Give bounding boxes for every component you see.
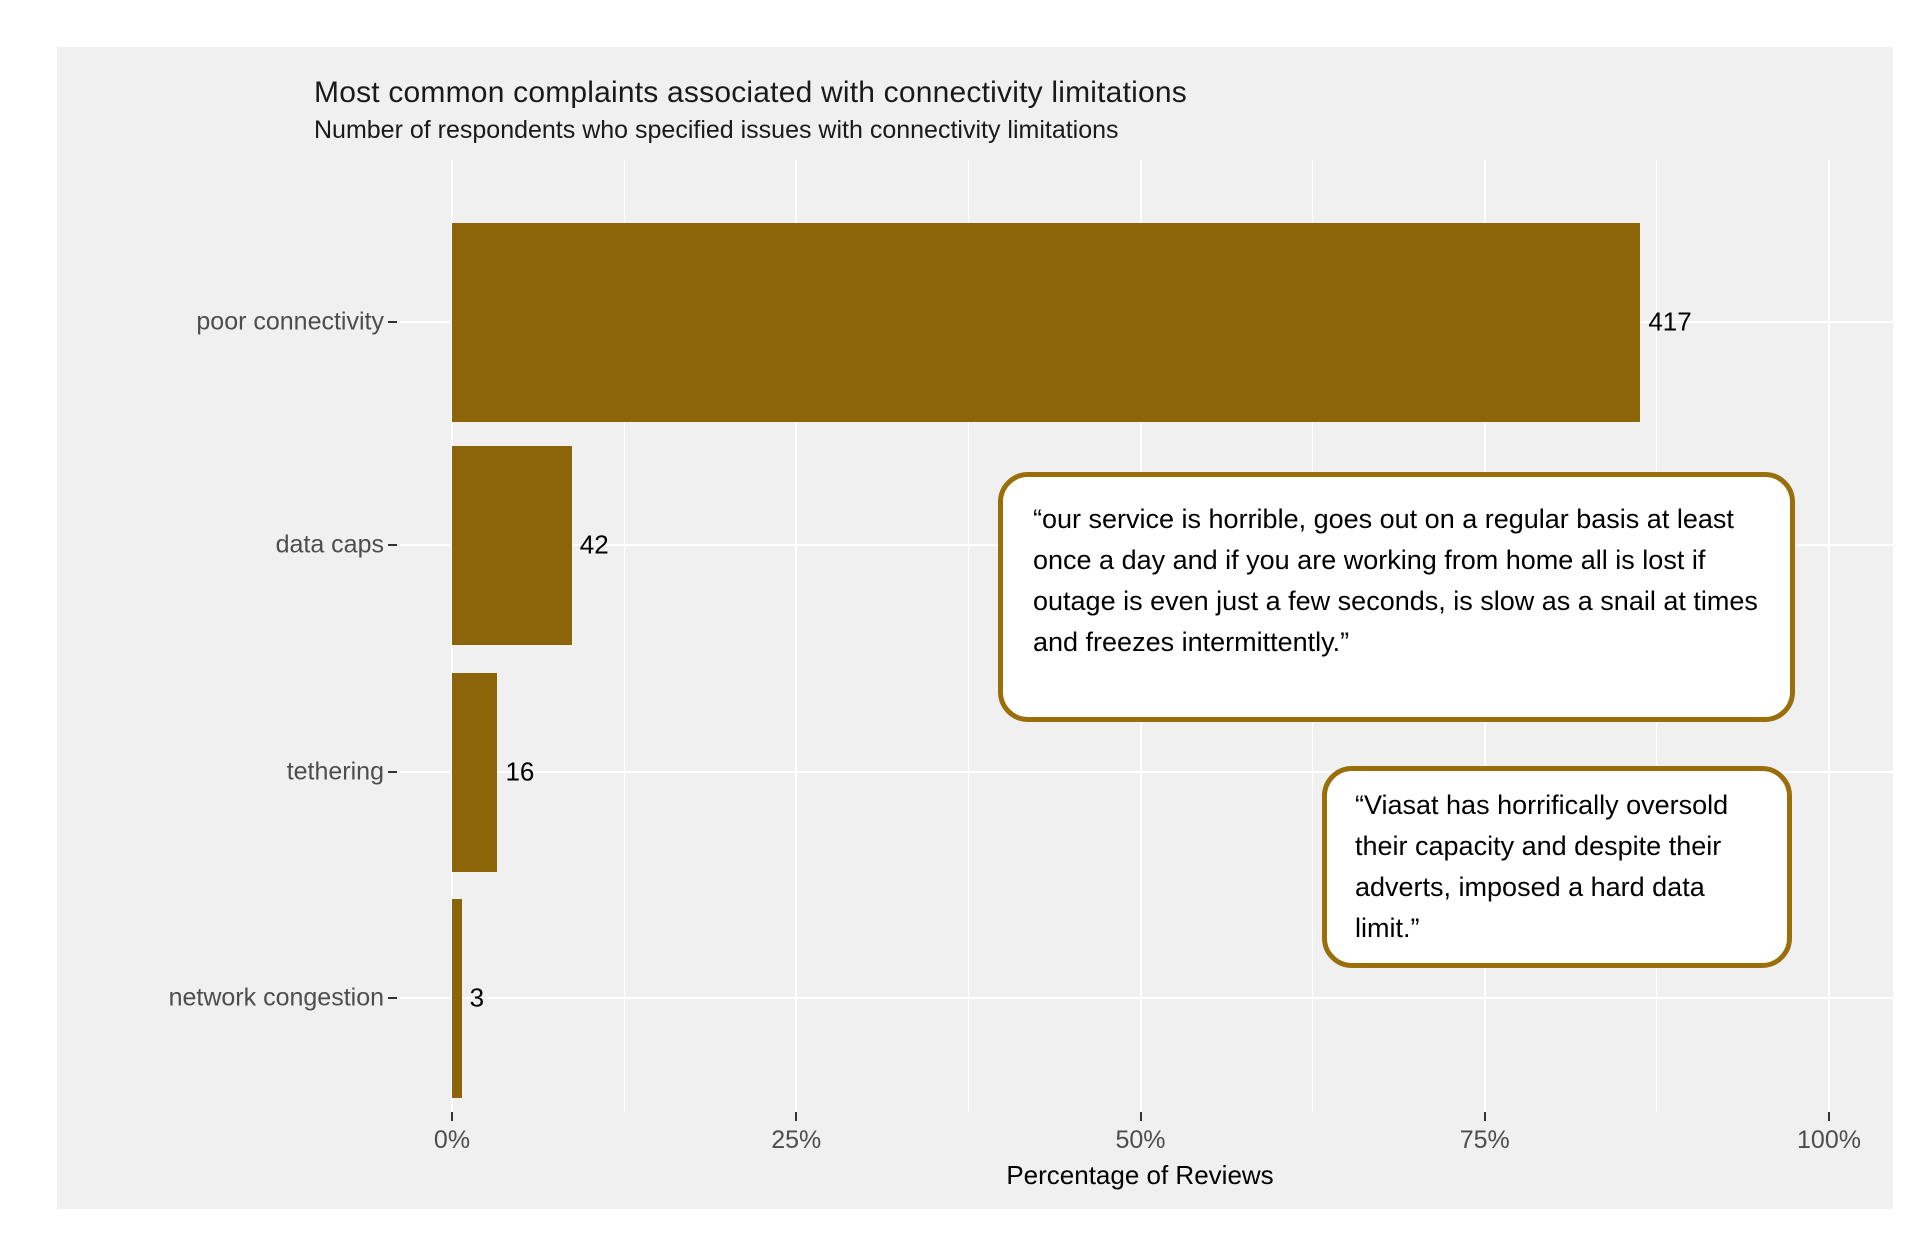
bar-poor-connectivity <box>452 222 1641 422</box>
bar-value-label: 3 <box>469 982 485 1013</box>
quote-annotation-text-1: “our service is horrible, goes out on a … <box>1033 504 1758 657</box>
x-axis-title: Percentage of Reviews <box>1006 1160 1274 1190</box>
x-minor-gridline <box>623 160 625 1112</box>
x-axis-tick-label: 25% <box>771 1126 822 1154</box>
x-major-gridline <box>795 160 798 1112</box>
y-axis-label-data-caps: data caps <box>275 530 384 559</box>
y-axis-label-poor-connectivity: poor connectivity <box>196 307 384 336</box>
y-axis-tick <box>388 997 397 999</box>
x-axis-tick <box>795 1112 798 1121</box>
x-axis-tick-label: 75% <box>1459 1126 1510 1154</box>
quote-annotation-box-1: “our service is horrible, goes out on a … <box>998 472 1795 722</box>
y-axis-tick <box>388 544 397 546</box>
bar-value-label: 16 <box>505 756 535 787</box>
chart-subtitle: Number of respondents who specified issu… <box>314 116 1119 144</box>
x-axis-tick <box>1828 1112 1830 1121</box>
y-axis-tick <box>388 771 397 773</box>
quote-annotation-text-2: “Viasat has horrifically oversold their … <box>1355 790 1729 943</box>
x-axis-tick-label: 100% <box>1797 1126 1861 1154</box>
bar-value-label: 417 <box>1648 306 1692 337</box>
x-minor-gridline <box>967 160 969 1112</box>
y-major-gridline <box>400 771 1893 773</box>
x-axis-tick-label: 50% <box>1115 1126 1166 1154</box>
bar-value-label: 42 <box>579 529 609 560</box>
x-axis-tick <box>1483 1112 1486 1121</box>
y-axis-tick <box>388 321 397 323</box>
y-axis-label-tethering: tethering <box>286 757 384 786</box>
bar-network-congestion <box>452 898 462 1098</box>
y-major-gridline <box>400 997 1893 999</box>
x-axis-tick-label: 0% <box>433 1126 471 1154</box>
bar-data-caps <box>452 445 572 645</box>
y-axis-label-network-congestion: network congestion <box>168 983 384 1012</box>
bar-tethering <box>452 672 498 872</box>
chart-title: Most common complaints associated with c… <box>314 76 1187 109</box>
x-axis-tick <box>451 1112 453 1121</box>
quote-annotation-box-2: “Viasat has horrifically oversold their … <box>1322 766 1792 968</box>
x-major-gridline <box>1828 160 1830 1112</box>
x-axis-tick <box>1139 1112 1142 1121</box>
